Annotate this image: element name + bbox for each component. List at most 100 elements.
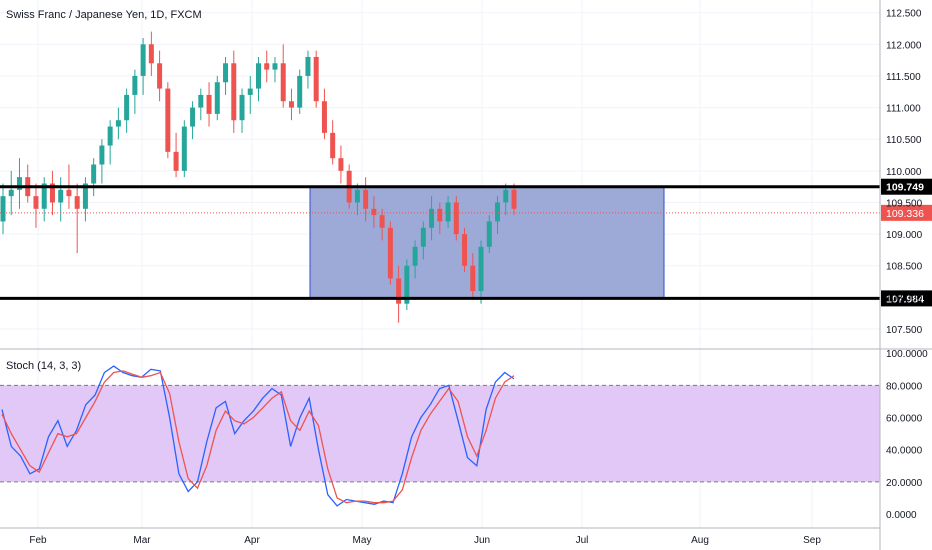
time-tick-label: Mar [133, 535, 151, 546]
candle-body [445, 202, 451, 222]
candle-body [223, 63, 229, 83]
price-tick-label: 110.500 [886, 135, 922, 146]
stoch-tick-label: 80.0000 [886, 381, 923, 392]
candle-body [338, 158, 344, 171]
candle-body [486, 221, 492, 247]
level-label-bg [881, 178, 932, 195]
candle-body [148, 44, 154, 64]
candle-body [239, 94, 245, 121]
candle-body [115, 120, 121, 127]
level-label-bg [881, 290, 932, 307]
price-tick-label: 108.500 [886, 262, 923, 273]
candles [0, 31, 517, 323]
candle-body [462, 234, 468, 266]
candle-body [305, 56, 311, 76]
candle-body [181, 126, 187, 171]
time-tick-label: Jul [576, 535, 589, 546]
time-tick-label: Sep [803, 535, 821, 546]
stoch-tick-label: 0.0000 [886, 510, 917, 521]
candle-body [495, 202, 501, 222]
time-tick-label: Feb [29, 535, 47, 546]
candle-body [429, 208, 435, 228]
price-tick-label: 108.000 [886, 293, 923, 304]
candle-body [379, 215, 385, 228]
candle-body [231, 63, 237, 121]
candle-body [214, 82, 220, 114]
time-tick-label: Aug [691, 535, 709, 546]
candle-body [470, 265, 476, 292]
candle-body [412, 246, 418, 266]
current-price-bg [881, 204, 932, 221]
candle-body [157, 63, 163, 89]
candle-body [66, 189, 72, 197]
candle-body [99, 145, 105, 165]
candle-body [58, 189, 64, 203]
price-tick-label: 109.500 [886, 198, 923, 209]
candle-body [8, 189, 14, 197]
candle-body [280, 63, 286, 102]
price-tick-label: 112.500 [886, 9, 922, 20]
candle-body [74, 196, 80, 209]
stoch-tick-label: 40.0000 [886, 446, 923, 457]
candle-body [404, 265, 410, 304]
candle-body [165, 88, 171, 152]
candle-body [206, 94, 212, 114]
candle-body [420, 227, 426, 247]
stoch-tick-label: 60.0000 [886, 414, 923, 425]
candle-body [124, 94, 130, 121]
time-tick-label: May [353, 535, 372, 546]
candle-body [313, 56, 319, 102]
candle-body [363, 189, 369, 209]
candle-body [247, 88, 253, 95]
candle-body [132, 75, 138, 95]
level-label: 107.984 [886, 293, 924, 305]
candle-body [16, 177, 22, 190]
candle-body [198, 94, 204, 108]
candle-body [511, 189, 517, 209]
candle-body [256, 63, 261, 89]
price-tick-label: 111.500 [886, 72, 921, 83]
price-tick-label: 110.000 [886, 167, 922, 178]
candle-body [371, 208, 377, 216]
candle-body [478, 246, 484, 292]
time-tick-label: Apr [244, 535, 260, 546]
candle-body [503, 189, 509, 203]
candle-body [396, 278, 402, 304]
stoch-d-line [1, 370, 515, 504]
candle-body [140, 44, 146, 76]
candle-body [354, 189, 360, 203]
candle-body [387, 227, 393, 279]
level-label: 109.749 [886, 182, 924, 194]
stoch-k-line [1, 365, 515, 507]
price-tick-label: 111.000 [886, 104, 921, 115]
time-tick-label: Jun [474, 535, 490, 546]
candle-body [297, 75, 303, 108]
stoch-title: Stoch (14, 3, 3) [6, 360, 81, 372]
chart-title: Swiss Franc / Japanese Yen, 1D, FXCM [6, 9, 202, 21]
candle-body [264, 63, 270, 70]
price-tick-label: 112.000 [886, 40, 922, 51]
candle-body [453, 202, 459, 235]
candle-body [0, 196, 6, 222]
stochastic-pane [0, 365, 880, 507]
candle-body [41, 183, 47, 209]
candle-body [321, 101, 327, 133]
candle-body [33, 196, 39, 209]
candle-body [272, 63, 278, 70]
stoch-tick-label: 20.0000 [886, 478, 923, 489]
current-price-label: 109.336 [886, 208, 924, 220]
price-tick-label: 109.000 [886, 230, 923, 241]
candle-body [173, 151, 179, 171]
candle-body [190, 107, 196, 127]
candle-body [107, 126, 113, 146]
price-tick-label: 107.500 [886, 325, 923, 336]
candle-body [437, 208, 443, 222]
candle-body [82, 183, 88, 209]
stoch-tick-label: 100.0000 [886, 349, 928, 360]
candle-body [288, 101, 294, 108]
candle-body [330, 132, 336, 159]
level-lines[interactable]: 109.749 107.984 109.336 [0, 178, 932, 307]
candle-body [49, 183, 55, 203]
